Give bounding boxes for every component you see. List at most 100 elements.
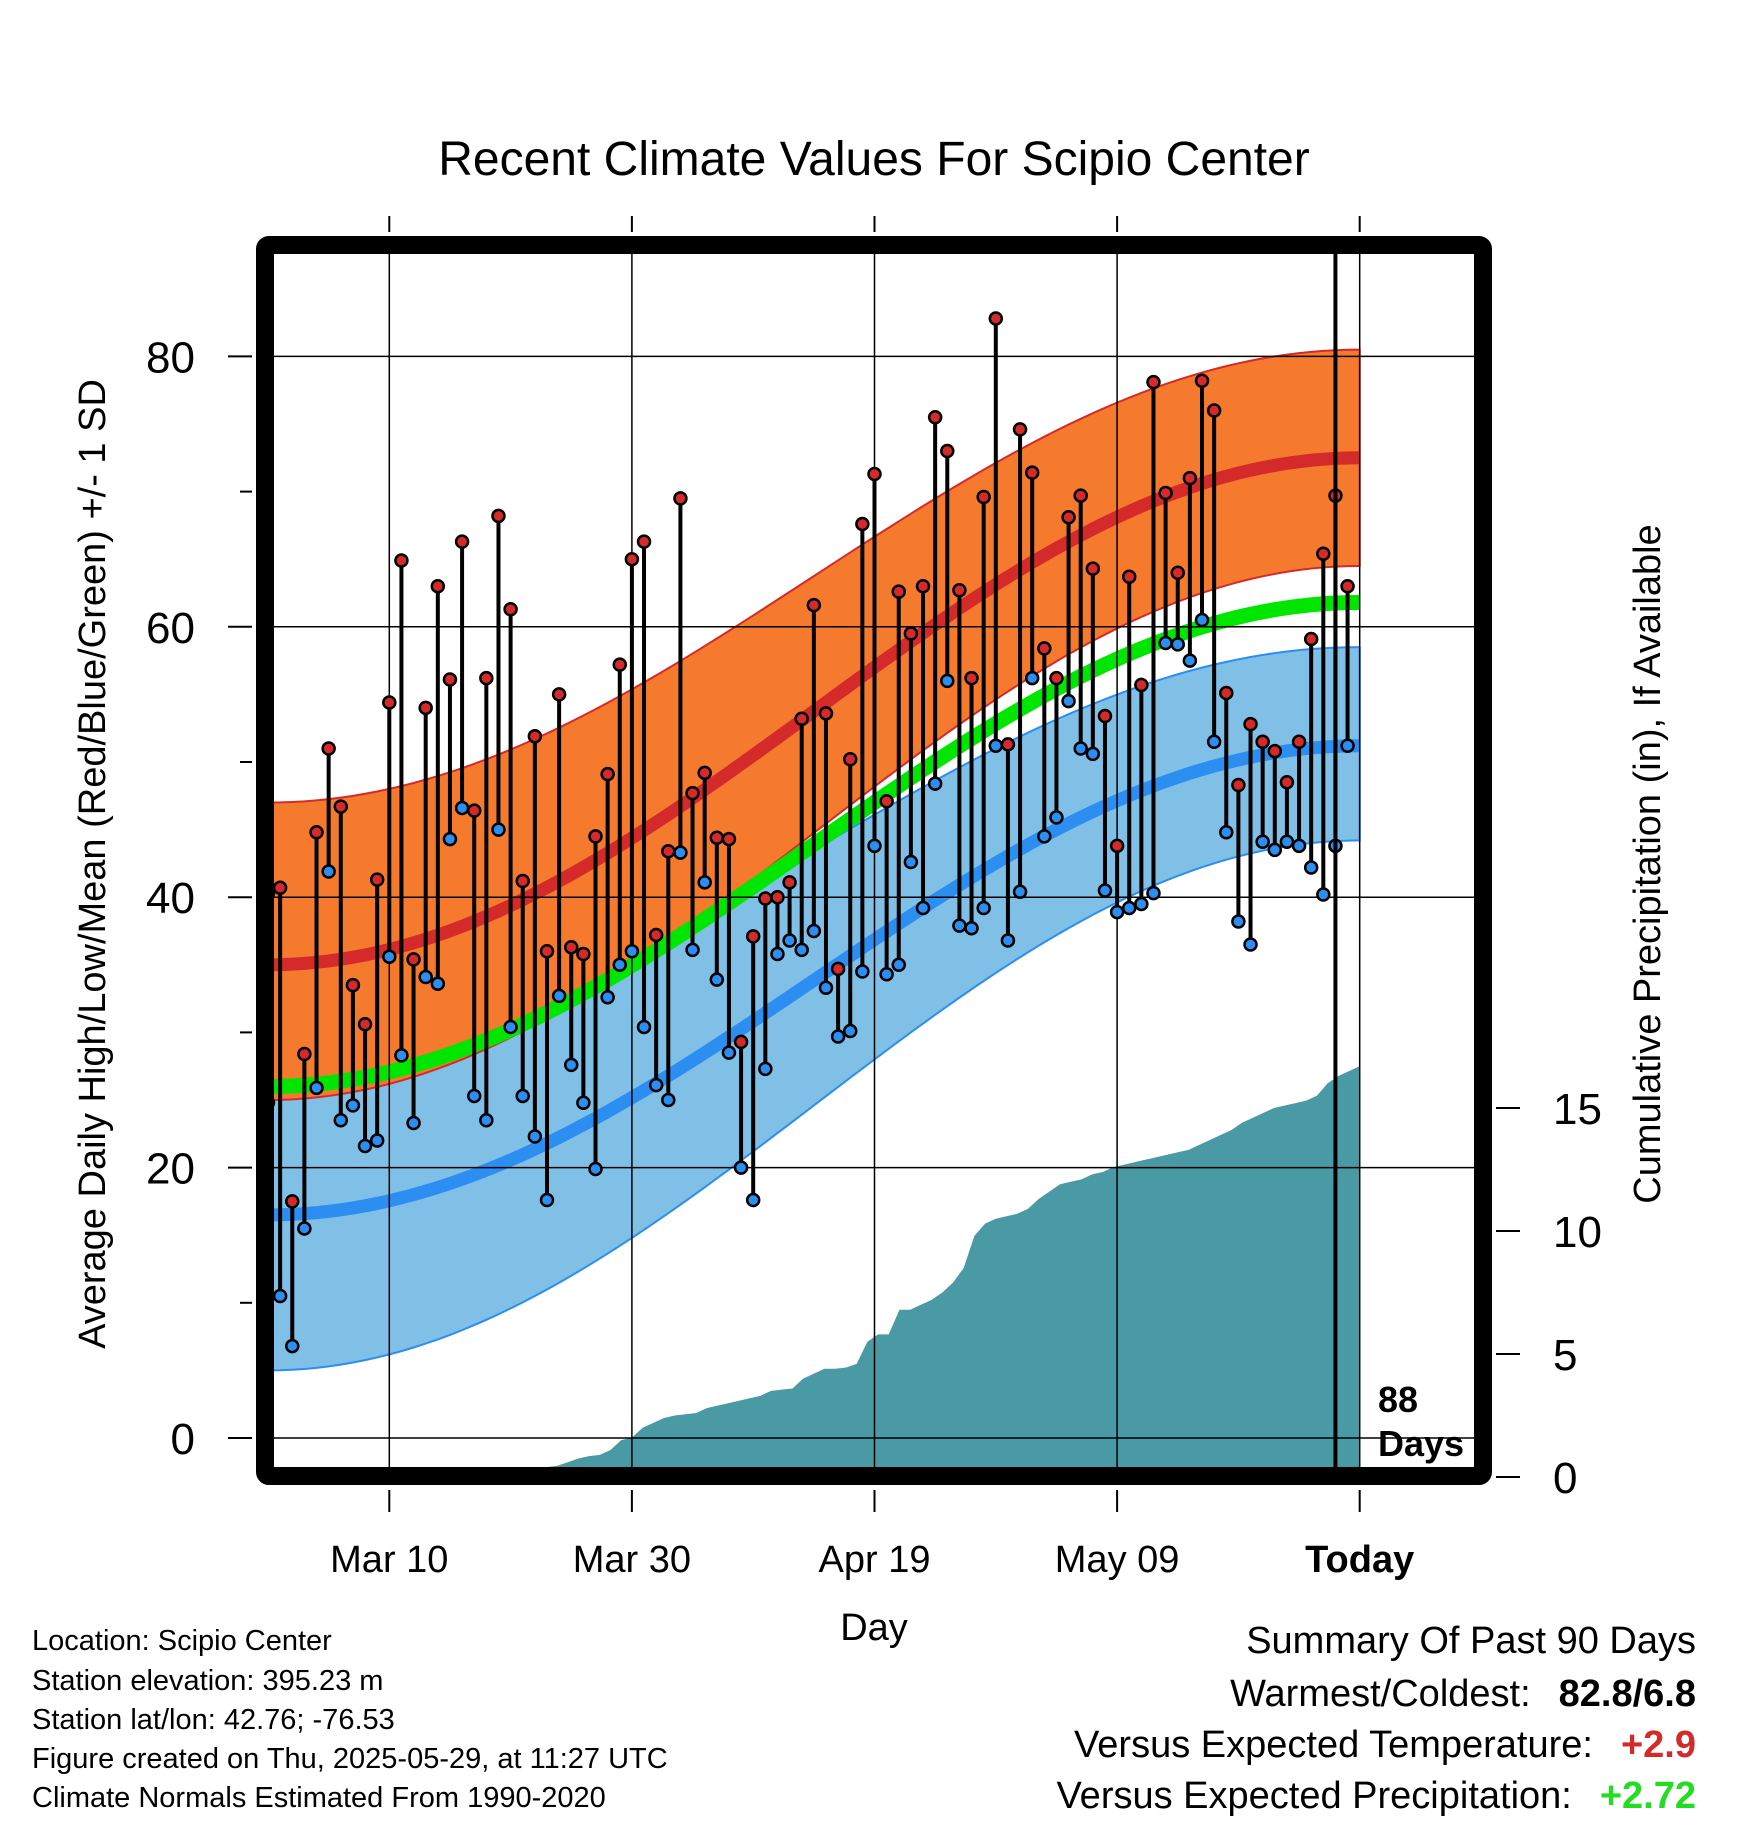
daily-low-point <box>612 957 628 973</box>
daily-low-point <box>382 949 397 964</box>
daily-high-point <box>1182 470 1198 486</box>
daily-high-point <box>721 831 737 847</box>
daily-high-point <box>1303 631 1319 647</box>
daily-high-point <box>1194 373 1210 388</box>
normal-low-line <box>270 739 1360 1222</box>
daily-high-point <box>1085 561 1101 576</box>
info-elevation: Station elevation: 395.23 m <box>32 1665 384 1697</box>
daily-low-point <box>503 1019 518 1035</box>
x-tick-label: May 09 <box>1055 1539 1180 1581</box>
daily-low-point <box>636 1019 652 1035</box>
summary-heading: Summary Of Past 90 Days <box>1246 1620 1696 1662</box>
daily-low-point <box>648 1077 664 1093</box>
daily-low-point <box>1267 842 1283 858</box>
plot-clip-group <box>270 250 1478 1471</box>
daily-high-point <box>479 670 494 686</box>
daily-high-point <box>842 752 858 767</box>
daily-low-point <box>733 1160 749 1175</box>
daily-low-point <box>661 1092 676 1108</box>
daily-high-point <box>539 944 555 959</box>
daily-low-point <box>988 738 1004 754</box>
daily-high-point <box>369 872 385 887</box>
daily-high-point <box>1049 670 1064 686</box>
daily-low-point <box>466 1088 482 1104</box>
chart-title: Recent Climate Values For Scipio Center <box>438 133 1309 186</box>
precip-label: Versus Expected Precipitation: <box>1056 1775 1572 1817</box>
daily-low-point <box>830 1029 846 1044</box>
summary-warmest-row: Warmest/Coldest: 82.8/6.8 <box>1230 1673 1696 1716</box>
daily-low-point <box>624 944 640 959</box>
daily-high-point <box>927 409 943 425</box>
daily-low-point <box>588 1161 603 1177</box>
daily-high-point <box>1170 565 1185 580</box>
daily-high-point <box>1061 510 1076 525</box>
daily-low-point <box>576 1095 591 1110</box>
daily-high-point <box>1219 685 1234 701</box>
daily-low-point <box>1146 885 1161 901</box>
daily-low-point <box>891 957 907 973</box>
daily-low-point <box>1303 860 1319 875</box>
daily-low-point <box>1194 612 1210 628</box>
daily-low-point <box>1109 904 1125 920</box>
daily-high-point <box>576 946 591 962</box>
daily-low-point <box>1121 900 1137 916</box>
plot-frame <box>256 236 1492 1485</box>
daily-low-point <box>940 673 955 689</box>
daily-high-point <box>770 889 785 905</box>
daily-low-point <box>539 1192 555 1208</box>
today-days-unit: Days <box>1378 1423 1464 1464</box>
daily-low-point <box>1097 883 1113 898</box>
daily-low-point <box>1158 635 1173 651</box>
daily-high-point <box>1097 708 1113 724</box>
daily-low-point <box>867 838 882 854</box>
daily-low-point <box>454 800 470 816</box>
daily-low-point <box>357 1138 373 1154</box>
info-created: Figure created on Thu, 2025-05-29, at 11… <box>32 1743 668 1775</box>
daily-low-point <box>673 845 688 860</box>
daily-high-point <box>1279 775 1295 790</box>
daily-high-point <box>794 711 809 726</box>
daily-high-point <box>1073 488 1088 503</box>
daily-high-point <box>321 741 336 756</box>
daily-low-point <box>491 822 506 837</box>
plot-area <box>270 250 1478 1471</box>
daily-low-point <box>770 946 785 962</box>
y-tick-label: 80 <box>146 333 195 382</box>
daily-high-point <box>661 843 676 859</box>
daily-low-point <box>369 1133 385 1148</box>
daily-low-point <box>1170 637 1185 652</box>
daily-low-point <box>855 964 870 979</box>
y2-tick-label: 5 <box>1553 1331 1577 1380</box>
daily-low-point <box>879 967 894 982</box>
y-tick-label: 60 <box>146 604 195 653</box>
temp-label: Versus Expected Temperature: <box>1074 1724 1593 1766</box>
daily-low-point <box>1000 933 1016 948</box>
daily-low-point <box>806 923 822 939</box>
daily-high-point <box>964 670 979 686</box>
daily-low-point <box>721 1045 737 1060</box>
x-tick-label: Apr 19 <box>819 1539 931 1581</box>
daily-low-point <box>1012 884 1028 900</box>
daily-low-point <box>794 942 809 958</box>
daily-low-point <box>1024 670 1040 686</box>
today-days-count: 88 <box>1378 1379 1418 1420</box>
y2-tick-label: 0 <box>1553 1454 1577 1503</box>
warmest-value: 82.8/6.8 <box>1558 1673 1696 1715</box>
x-tick-label: Today <box>1305 1539 1414 1581</box>
daily-high-point <box>903 626 919 641</box>
daily-high-point <box>879 793 894 809</box>
daily-low-point <box>1340 738 1355 754</box>
daily-high-point <box>673 491 688 506</box>
daily-high-point <box>588 829 603 844</box>
summary-temp-row: Versus Expected Temperature: +2.9 <box>1074 1724 1696 1767</box>
daily-high-point <box>297 1046 312 1062</box>
daily-low-point <box>430 976 446 991</box>
daily-low-point <box>1243 937 1258 952</box>
daily-low-point <box>685 942 700 958</box>
daily-high-point <box>806 597 822 613</box>
daily-high-point <box>1121 569 1137 585</box>
y-tick-label: 0 <box>171 1415 195 1464</box>
x-tick-label: Mar 10 <box>330 1539 448 1581</box>
daily-high-point <box>1109 838 1125 854</box>
